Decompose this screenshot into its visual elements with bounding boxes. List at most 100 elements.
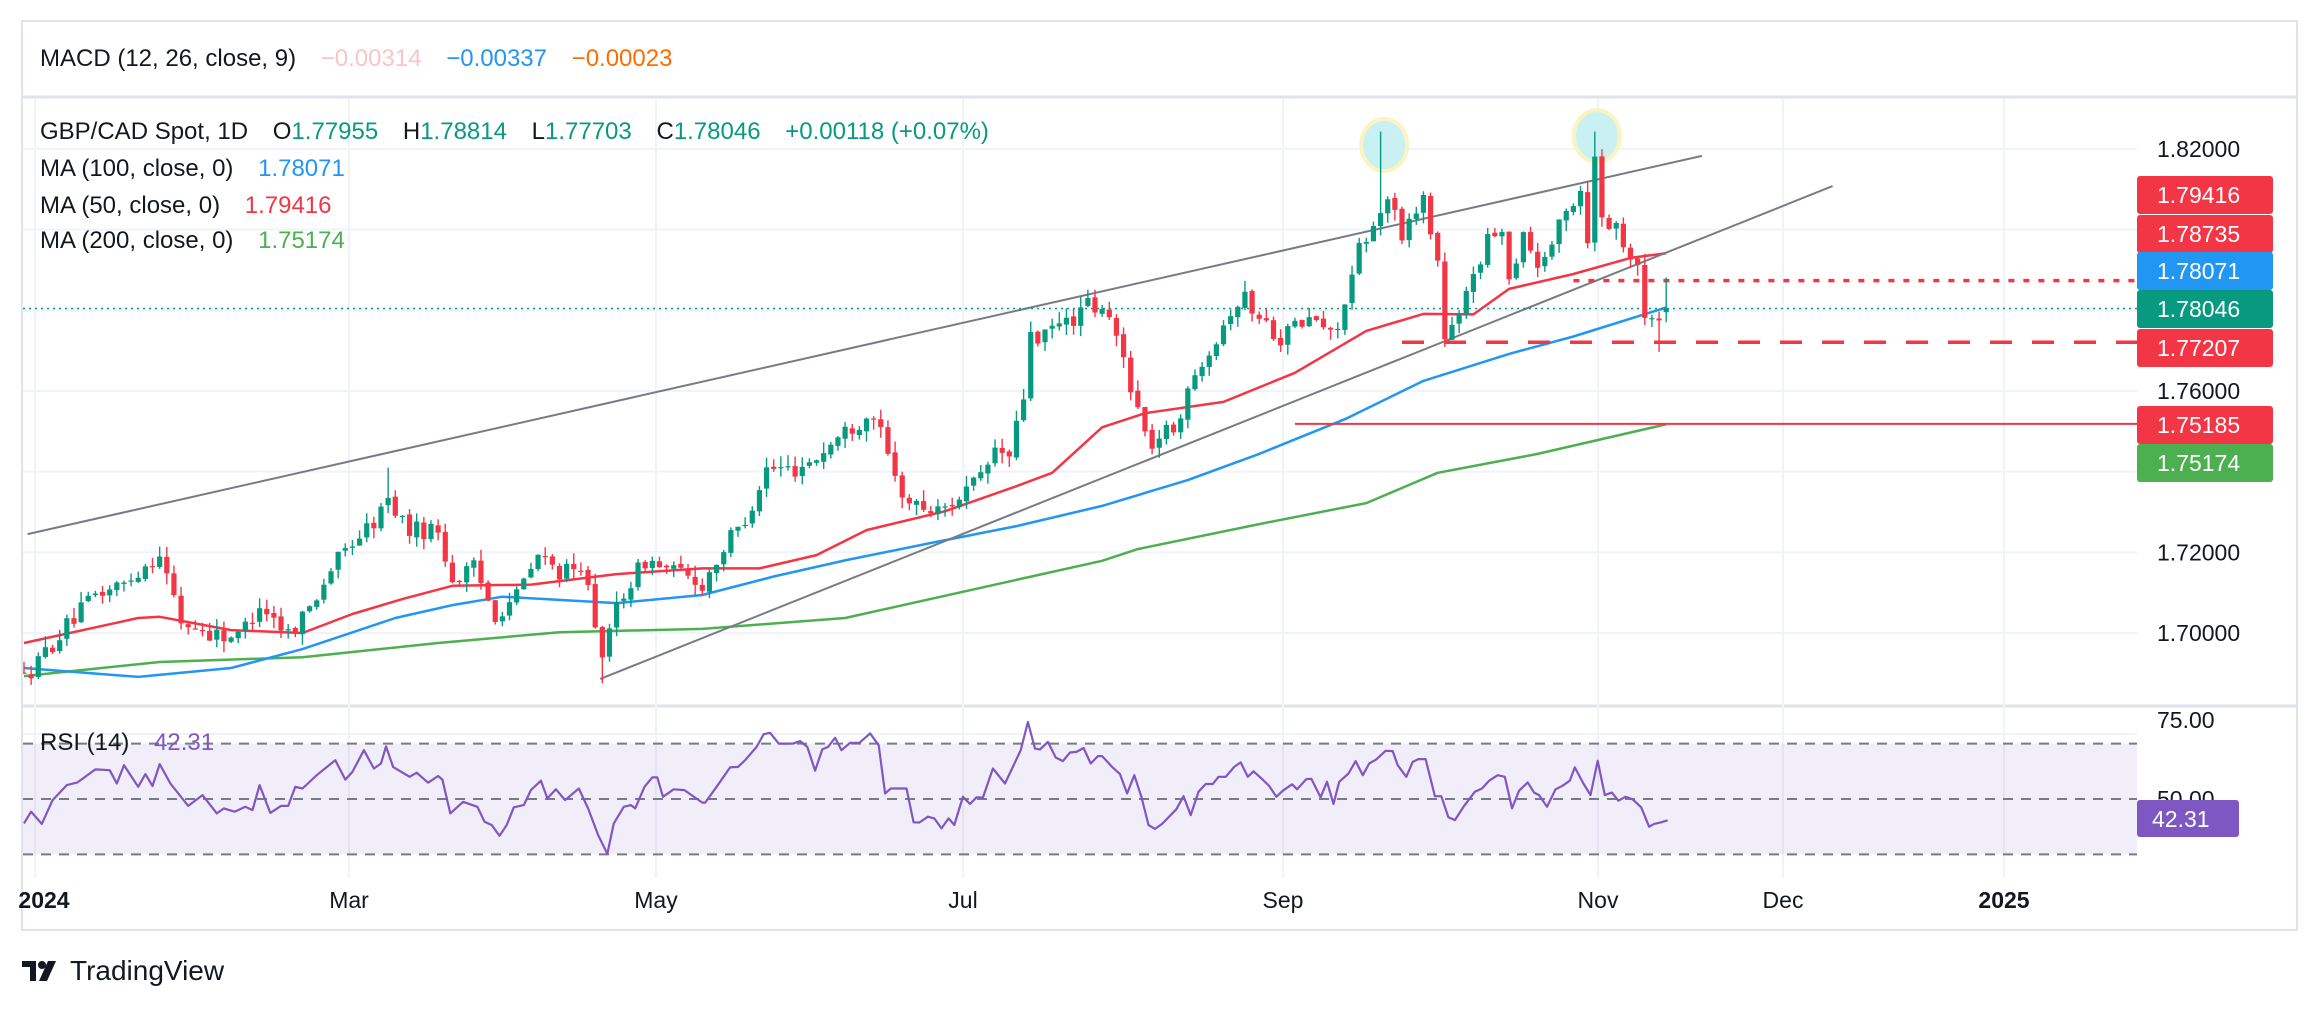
candle[interactable] (678, 555, 684, 571)
candle[interactable] (1370, 221, 1377, 242)
candle[interactable] (1278, 329, 1284, 352)
rsi-pane[interactable] (23, 720, 2137, 856)
candle[interactable] (771, 459, 777, 472)
candle[interactable] (471, 557, 477, 577)
candle[interactable] (949, 497, 955, 516)
candle[interactable] (528, 562, 534, 579)
candle[interactable] (521, 577, 527, 590)
candle[interactable] (628, 582, 634, 608)
candle[interactable] (271, 605, 277, 629)
candle[interactable] (1556, 219, 1562, 253)
candle[interactable] (556, 563, 563, 588)
candle[interactable] (1228, 309, 1234, 331)
candle[interactable] (1392, 192, 1398, 221)
candle[interactable] (1249, 289, 1255, 322)
candle[interactable] (635, 558, 641, 591)
candle[interactable] (1477, 261, 1484, 280)
candle[interactable] (514, 586, 520, 605)
candle[interactable] (813, 459, 820, 466)
candle[interactable] (1063, 308, 1070, 335)
candle[interactable] (1292, 317, 1298, 329)
candle[interactable] (1128, 350, 1134, 401)
candle[interactable] (1078, 296, 1084, 337)
candle[interactable] (756, 486, 763, 517)
candle[interactable] (1420, 191, 1427, 224)
candle[interactable] (1549, 240, 1555, 260)
candle[interactable] (71, 607, 77, 628)
candle[interactable] (1270, 316, 1277, 342)
candle[interactable] (135, 571, 141, 583)
time-axis[interactable]: 2024 Mar May Jul Sep Nov Dec 2025 (18, 887, 2029, 913)
candle[interactable] (385, 467, 391, 514)
candle[interactable] (1149, 423, 1155, 455)
candle[interactable] (956, 496, 962, 510)
candle[interactable] (1013, 410, 1020, 461)
highlight-circle[interactable] (1359, 116, 1410, 173)
candle[interactable] (1056, 312, 1062, 331)
candle[interactable] (1520, 231, 1526, 268)
price-pane[interactable] (21, 108, 2137, 685)
candle[interactable] (1499, 228, 1505, 245)
candle[interactable] (1463, 286, 1469, 319)
candle[interactable] (1456, 310, 1462, 334)
candle[interactable] (1106, 301, 1112, 321)
tradingview-logo[interactable]: TradingView (22, 955, 224, 987)
candle[interactable] (1342, 304, 1348, 335)
candle[interactable] (1613, 221, 1619, 240)
candle[interactable] (492, 600, 498, 625)
candle[interactable] (64, 614, 70, 646)
candle[interactable] (235, 631, 241, 644)
candle[interactable] (1263, 309, 1269, 323)
candle[interactable] (749, 506, 755, 528)
candle[interactable] (871, 416, 877, 430)
candle[interactable] (242, 617, 248, 639)
candle[interactable] (335, 551, 341, 579)
ma100-legend[interactable]: MA (100, close, 0) 1.78071 (40, 154, 349, 184)
candle[interactable] (371, 516, 377, 539)
candle[interactable] (899, 471, 905, 509)
candle[interactable] (356, 530, 363, 546)
candle[interactable] (414, 513, 420, 547)
candle[interactable] (1135, 380, 1141, 410)
candle[interactable] (228, 636, 234, 644)
candle[interactable] (585, 566, 591, 591)
candle[interactable] (349, 540, 356, 556)
candle[interactable] (42, 636, 49, 659)
candle[interactable] (107, 585, 113, 603)
candle[interactable] (478, 549, 484, 590)
candle[interactable] (849, 423, 855, 441)
candle[interactable] (742, 517, 748, 529)
candle[interactable] (35, 652, 41, 680)
candle[interactable] (1642, 253, 1648, 326)
candle[interactable] (1435, 231, 1441, 267)
candle[interactable] (792, 456, 798, 482)
candle[interactable] (292, 626, 298, 638)
candle[interactable] (1413, 206, 1419, 225)
candle[interactable] (614, 591, 620, 637)
candle[interactable] (1335, 322, 1341, 339)
candle[interactable] (1563, 208, 1569, 232)
candle[interactable] (499, 611, 505, 627)
candle[interactable] (992, 439, 998, 467)
candle[interactable] (778, 456, 784, 477)
candle[interactable] (578, 562, 584, 576)
candle[interactable] (1021, 388, 1027, 423)
candle[interactable] (1170, 421, 1177, 436)
candle[interactable] (1206, 351, 1212, 376)
candle[interactable] (435, 519, 441, 541)
candle[interactable] (656, 556, 663, 568)
candle[interactable] (21, 661, 27, 674)
candle[interactable] (642, 560, 648, 574)
candle[interactable] (114, 581, 120, 596)
candle[interactable] (978, 464, 984, 481)
candle[interactable] (57, 629, 63, 654)
candle[interactable] (442, 523, 448, 567)
ma200-legend[interactable]: MA (200, close, 0) 1.75174 (40, 226, 349, 256)
candle[interactable] (85, 591, 91, 603)
rsi-line[interactable] (23, 720, 1668, 855)
candle[interactable] (1328, 326, 1334, 340)
candle[interactable] (856, 426, 862, 440)
candle[interactable] (149, 557, 156, 574)
candle[interactable] (1092, 289, 1098, 318)
